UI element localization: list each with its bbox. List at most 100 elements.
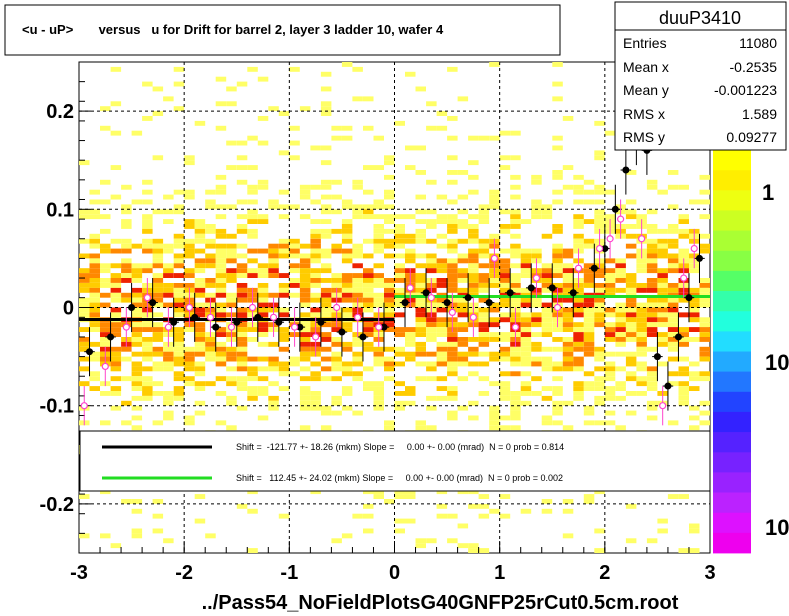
- heat-cell: [89, 238, 100, 244]
- heat-cell: [583, 312, 595, 318]
- heat-cell: [100, 341, 111, 347]
- heat-cell: [373, 204, 384, 210]
- heat-cell: [541, 327, 553, 332]
- heat-cell: [499, 386, 511, 391]
- heat-cell: [131, 307, 143, 313]
- heat-cell: [541, 263, 553, 269]
- heat-cell: [468, 543, 479, 549]
- heat-cell: [352, 513, 363, 519]
- heat-cell: [289, 292, 300, 298]
- heat-cell: [394, 400, 405, 406]
- heat-cell: [646, 538, 658, 544]
- heat-cell: [373, 165, 384, 170]
- heat-cell: [625, 327, 637, 332]
- heat-cell: [625, 538, 637, 544]
- heat-cell: [552, 273, 563, 278]
- heat-cell: [320, 86, 332, 92]
- heat-cell: [510, 395, 521, 401]
- heat-cell: [194, 312, 206, 318]
- heat-cell: [173, 351, 185, 357]
- heat-cell: [562, 268, 574, 274]
- heat-cell: [278, 366, 290, 372]
- heat-cell: [142, 263, 153, 269]
- heat-cell: [289, 278, 300, 283]
- heat-cell: [131, 297, 143, 303]
- heat-cell: [131, 366, 143, 372]
- heat-cell: [236, 287, 248, 293]
- heat-cell: [489, 204, 500, 210]
- heat-cell: [447, 219, 458, 224]
- heat-cell: [510, 214, 521, 220]
- heat-cell: [173, 356, 185, 362]
- stats-title: duuP3410: [659, 8, 741, 28]
- heat-cell: [594, 420, 605, 426]
- heat-cell: [310, 395, 321, 401]
- heat-cell: [657, 332, 668, 337]
- heat-cell: [226, 356, 237, 362]
- heat-cell: [646, 376, 658, 382]
- palette-band: [713, 331, 751, 352]
- heat-cell: [562, 283, 574, 288]
- heat-cell: [152, 111, 164, 116]
- heat-cell: [573, 243, 584, 249]
- heat-cell: [594, 381, 605, 387]
- heat-cell: [310, 312, 321, 318]
- heat-cell: [236, 332, 248, 337]
- heat-cell: [247, 248, 258, 254]
- heat-cell: [562, 263, 574, 269]
- heat-cell: [320, 337, 332, 342]
- heat-cell: [426, 238, 437, 244]
- heat-cell: [236, 283, 248, 288]
- heat-cell: [457, 209, 469, 215]
- palette-band: [713, 250, 751, 272]
- heat-cell: [173, 253, 185, 259]
- heat-cell: [289, 356, 300, 362]
- heat-cell: [110, 332, 122, 337]
- heat-cell: [405, 145, 416, 151]
- stats-label-mean-y: Mean y: [623, 82, 669, 98]
- heat-cell: [110, 292, 122, 298]
- heat-cell: [373, 135, 384, 141]
- heat-cell: [689, 307, 700, 313]
- heat-cell: [583, 297, 595, 303]
- heat-cell: [247, 199, 258, 205]
- heat-cell: [184, 268, 195, 274]
- heat-cell: [426, 125, 437, 131]
- heat-cell: [489, 317, 500, 323]
- profile-point-filled: [128, 304, 136, 311]
- heat-cell: [646, 209, 658, 215]
- heat-cell: [426, 405, 437, 411]
- heat-cell: [320, 356, 332, 362]
- heat-cell: [520, 332, 532, 337]
- heat-cell: [457, 258, 469, 264]
- heat-cell: [142, 243, 153, 249]
- heat-cell: [415, 376, 426, 382]
- heat-cell: [394, 238, 405, 244]
- heat-cell: [699, 332, 710, 337]
- heat-cell: [405, 341, 416, 347]
- heat-cell: [131, 341, 143, 347]
- heat-cell: [131, 199, 143, 205]
- heat-cell: [531, 341, 542, 347]
- heat-cell: [226, 366, 237, 372]
- heat-cell: [562, 366, 574, 372]
- heat-cell: [436, 194, 448, 200]
- heat-cell: [289, 268, 300, 274]
- heat-cell: [331, 395, 342, 401]
- heat-cell: [447, 361, 458, 367]
- heat-cell: [299, 346, 311, 352]
- heat-cell: [552, 410, 563, 416]
- heat-cell: [79, 268, 90, 274]
- heat-cell: [636, 366, 647, 372]
- heat-cell: [384, 292, 395, 298]
- heat-cell: [310, 391, 321, 396]
- heat-cell: [594, 366, 605, 372]
- heat-cell: [657, 518, 668, 524]
- heat-cell: [278, 189, 290, 195]
- heat-cell: [510, 351, 521, 357]
- heat-cell: [646, 346, 658, 352]
- palette-band: [713, 452, 751, 473]
- heat-cell: [552, 224, 563, 229]
- heat-cell: [205, 199, 216, 205]
- heat-cell: [499, 346, 511, 352]
